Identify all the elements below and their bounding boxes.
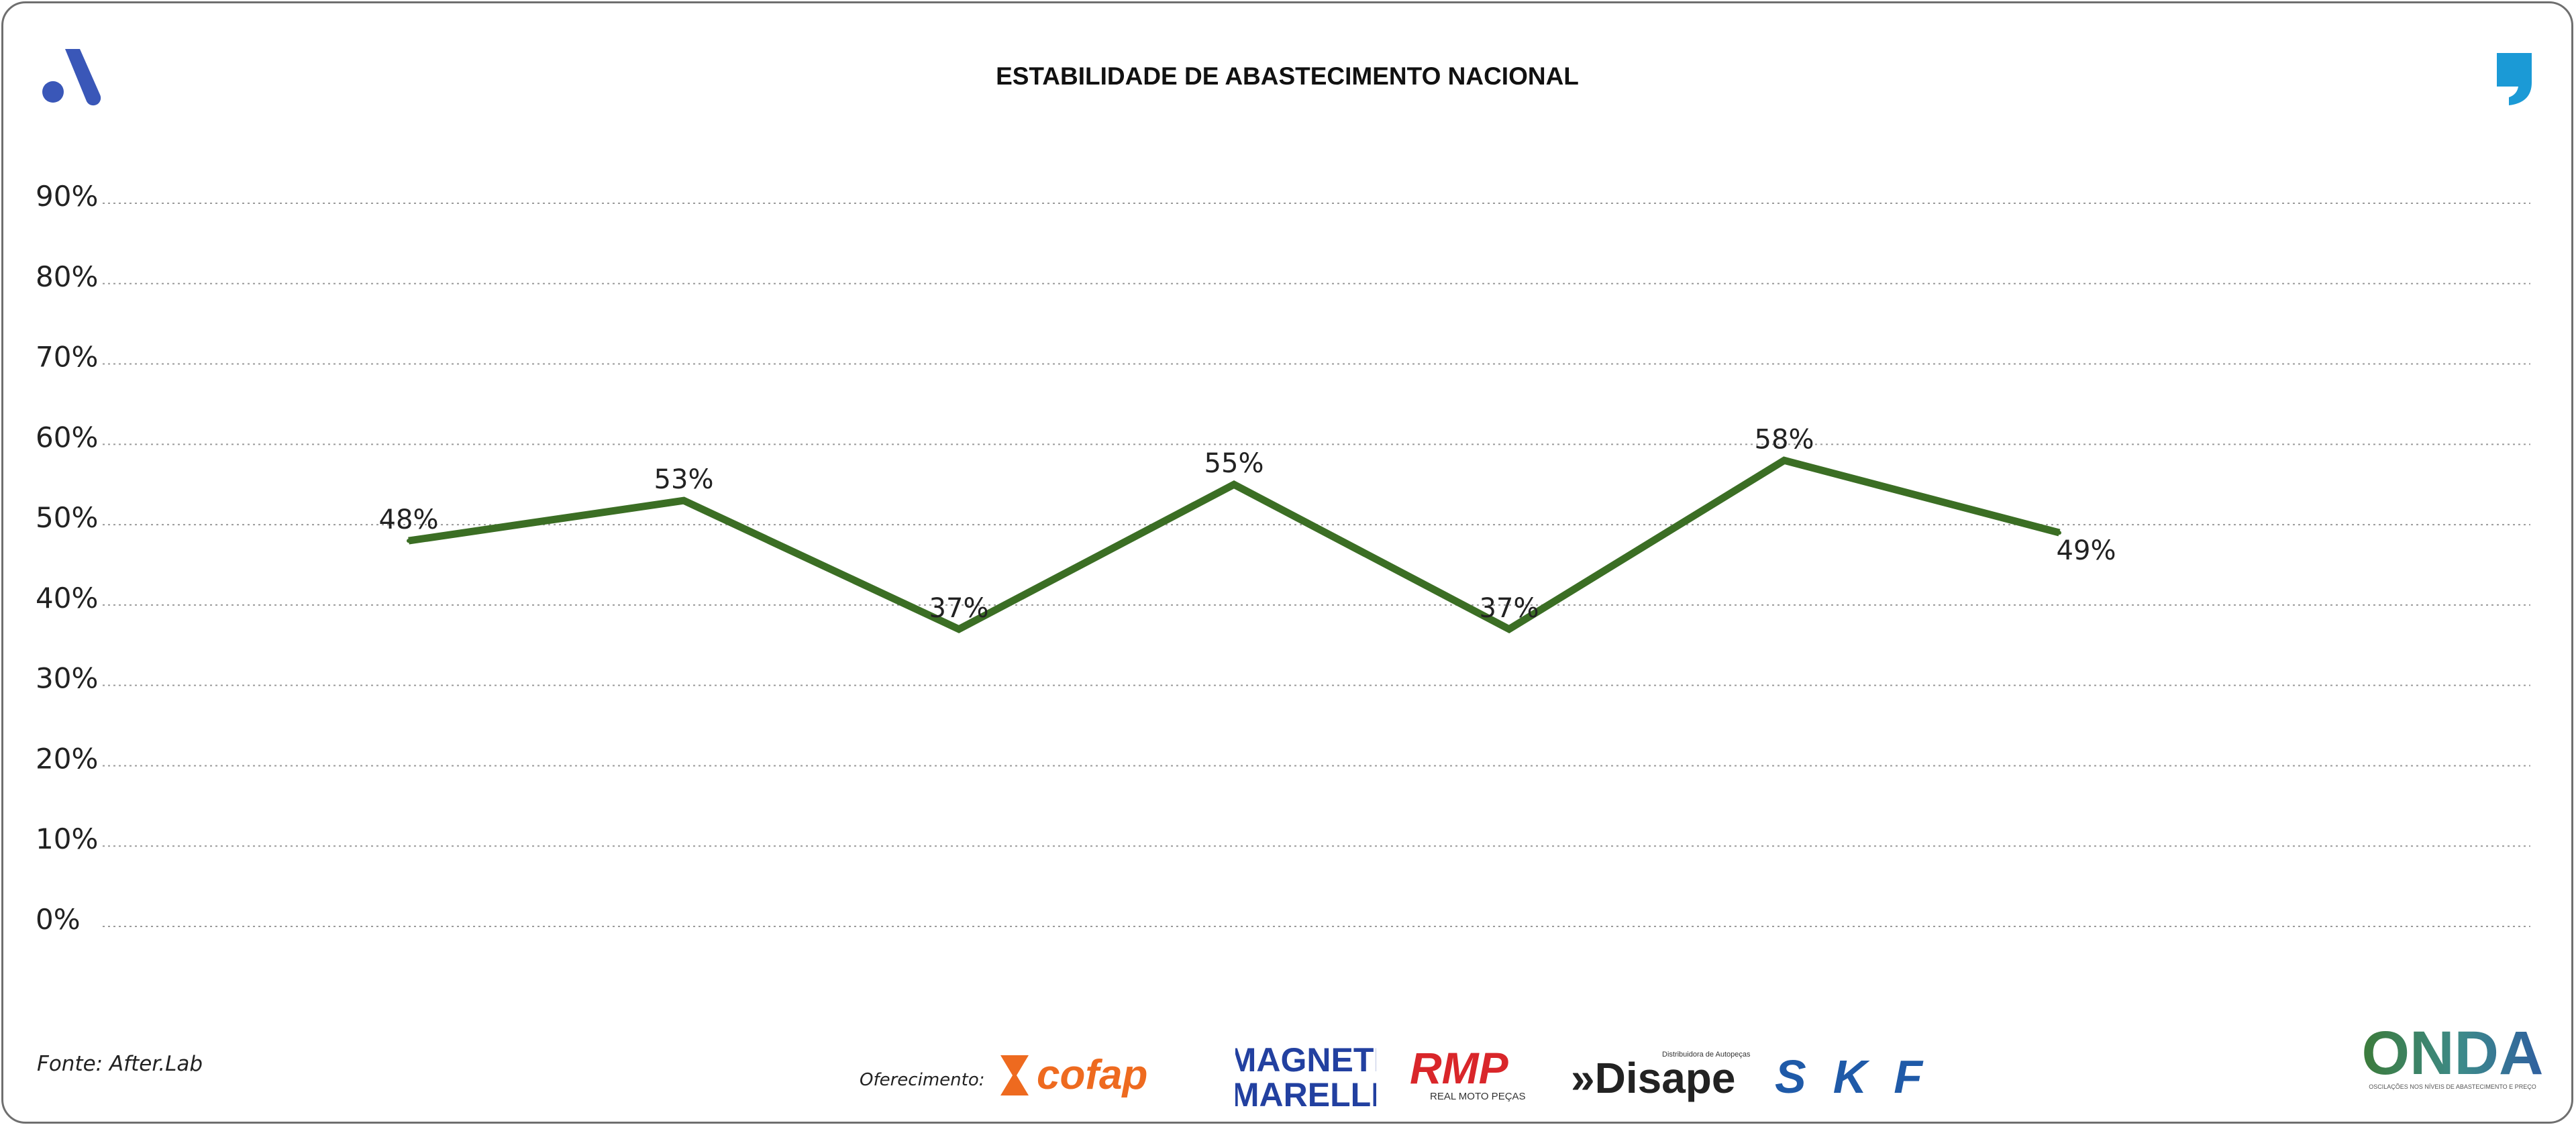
- skf-logo: SKF: [1775, 1053, 1924, 1100]
- magneti-logo-line1: MAGNETI: [1235, 1041, 1376, 1079]
- data-label: 37%: [929, 593, 989, 624]
- onda-logo-subtext: OSCILAÇÕES NOS NÍVEIS DE ABASTECIMENTO E…: [2369, 1083, 2536, 1090]
- data-point: [682, 498, 686, 503]
- rmp-logo-text: RMP: [1410, 1044, 1509, 1093]
- disape-logo: Distribuidora de Autopeças »Disape: [1571, 1051, 1751, 1102]
- quote-icon: [2497, 53, 2532, 105]
- chart-title: ESTABILIDADE DE ABASTECIMENTO NACIONAL: [996, 62, 1579, 90]
- y-tick-label: 0%: [36, 903, 81, 936]
- data-label: 48%: [379, 504, 439, 535]
- disape-logo-subtext: Distribuidora de Autopeças: [1662, 1051, 1751, 1059]
- onda-logo: ONDA OSCILAÇÕES NOS NÍVEIS DE ABASTECIME…: [2362, 1023, 2544, 1090]
- data-label: 37%: [1480, 593, 1539, 624]
- data-point: [1507, 627, 1511, 631]
- data-point: [2057, 531, 2061, 535]
- y-tick-label: 70%: [36, 341, 98, 374]
- rmp-logo-subtext: REAL MOTO PEÇAS: [1430, 1091, 1526, 1102]
- sponsor-label: Oferecimento:: [860, 1070, 985, 1090]
- data-point: [1232, 482, 1236, 487]
- magneti-marelli-logo: MAGNETI MARELLI: [1235, 1041, 1376, 1113]
- skf-logo-text: SKF: [1775, 1053, 1924, 1100]
- data-point: [1782, 458, 1786, 463]
- y-tick-label: 50%: [36, 501, 98, 534]
- data-label: 55%: [1204, 448, 1264, 479]
- data-label: 53%: [654, 464, 714, 495]
- y-tick-label: 40%: [36, 582, 98, 614]
- y-tick-label: 30%: [36, 662, 98, 695]
- onda-logo-text: ONDA: [2362, 1023, 2544, 1087]
- magneti-logo-line2: MARELLI: [1235, 1076, 1376, 1113]
- data-point: [957, 627, 961, 631]
- source-note: Fonte: After.Lab: [37, 1052, 203, 1076]
- y-tick-label: 10%: [36, 822, 98, 855]
- cofap-logo: cofap: [1000, 1052, 1147, 1098]
- y-tick-label: 20%: [36, 742, 98, 775]
- y-tick-label: 90%: [36, 180, 98, 213]
- line-chart: 0%10%20%30%40%50%60%70%80%90%22/jan29/ja…: [36, 180, 2530, 936]
- data-label: 49%: [2057, 535, 2116, 566]
- brand-logo: [42, 49, 101, 106]
- cofap-logo-text: cofap: [1037, 1052, 1147, 1098]
- y-tick-label: 60%: [36, 421, 98, 453]
- y-tick-label: 80%: [36, 260, 98, 293]
- data-point: [407, 539, 411, 543]
- rmp-logo: RMP REAL MOTO PEÇAS: [1410, 1044, 1526, 1102]
- disape-logo-text: »Disape: [1571, 1054, 1735, 1102]
- data-label: 58%: [1755, 424, 1814, 455]
